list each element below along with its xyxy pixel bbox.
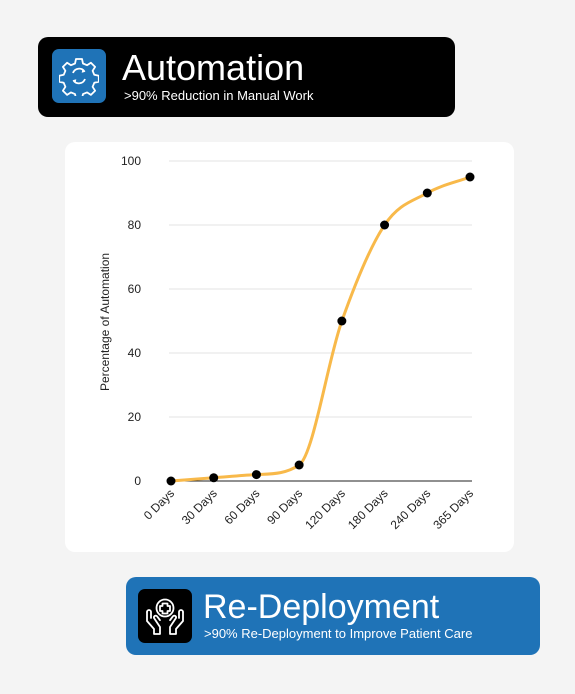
data-point bbox=[465, 172, 475, 182]
x-tick-label: 30 Days bbox=[179, 486, 220, 527]
x-tick-label: 365 Days bbox=[430, 486, 476, 532]
automation-title: Automation bbox=[122, 47, 305, 88]
x-tick-label: 0 Days bbox=[141, 486, 177, 522]
y-tick-label: 20 bbox=[128, 410, 142, 424]
x-tick-label: 180 Days bbox=[345, 486, 391, 532]
data-point bbox=[337, 316, 347, 326]
gear-sync-icon bbox=[52, 49, 106, 103]
data-point bbox=[422, 188, 432, 198]
x-tick-label: 240 Days bbox=[388, 486, 434, 532]
y-tick-label: 100 bbox=[121, 154, 141, 168]
hands-medical-cross-icon bbox=[138, 589, 192, 643]
data-point bbox=[251, 470, 261, 480]
y-tick-label: 0 bbox=[134, 474, 141, 488]
series-line bbox=[169, 175, 472, 483]
x-tick-label: 90 Days bbox=[264, 486, 305, 527]
automation-line-chart: 0 20 40 60 80 100 0 Days 30 Days 60 Days 90 Days… bbox=[98, 154, 476, 532]
redeployment-subtitle: >90% Re-Deployment to Improve Patient Ca… bbox=[204, 626, 473, 641]
x-tick-label: 60 Days bbox=[222, 486, 263, 527]
y-tick-label: 80 bbox=[128, 218, 142, 232]
automation-subtitle: >90% Reduction in Manual Work bbox=[124, 88, 314, 103]
redeployment-title: Re-Deployment bbox=[203, 588, 440, 626]
redeployment-banner: Re-Deployment >90% Re-Deployment to Impr… bbox=[126, 577, 540, 655]
data-point bbox=[166, 476, 176, 486]
x-tick-label: 120 Days bbox=[302, 486, 348, 532]
y-tick-label: 60 bbox=[128, 282, 142, 296]
chart-card: 0 20 40 60 80 100 0 Days 30 Days 60 Days 90 Days… bbox=[65, 142, 514, 552]
y-tick-label: 40 bbox=[128, 346, 142, 360]
data-point bbox=[209, 473, 219, 483]
y-axis-label: Percentage of Automation bbox=[98, 253, 112, 391]
data-point bbox=[380, 220, 390, 230]
data-point bbox=[294, 460, 304, 470]
automation-banner: Automation >90% Reduction in Manual Work bbox=[38, 37, 455, 117]
